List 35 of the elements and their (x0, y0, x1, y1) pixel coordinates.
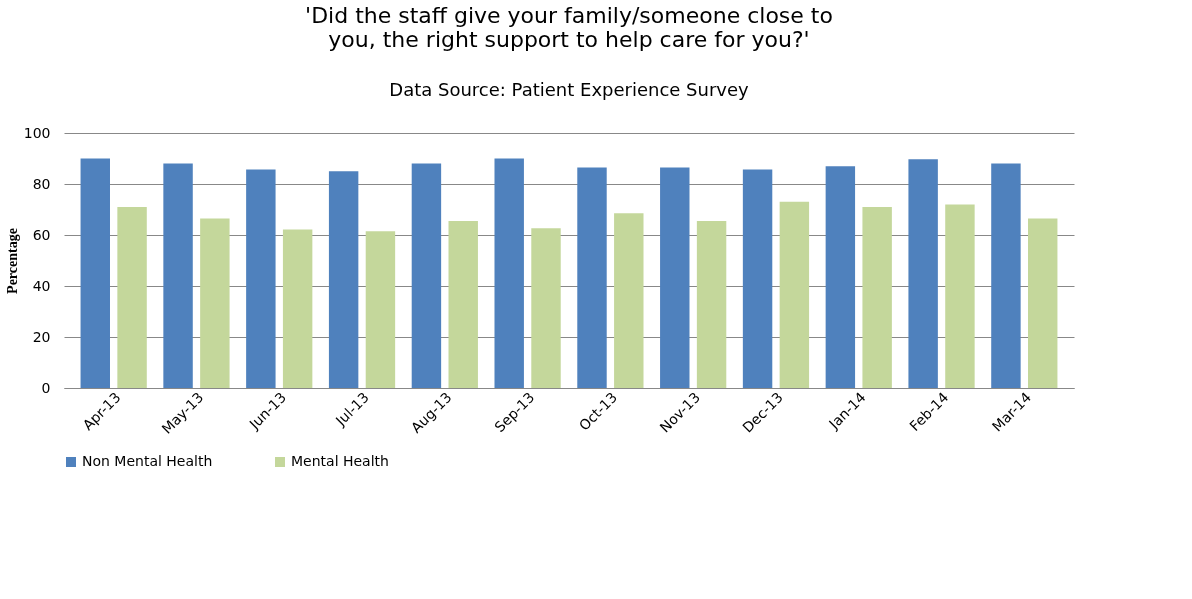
bar (945, 204, 975, 388)
legend-label: Mental Health (291, 453, 389, 469)
chart-subtitle: Data Source: Patient Experience Survey (389, 79, 750, 100)
bar (200, 218, 230, 388)
bar (328, 171, 359, 388)
bar (80, 158, 110, 388)
y-tick-label: 100 (23, 124, 51, 141)
bar (660, 167, 690, 388)
bar (494, 158, 524, 388)
bar (696, 220, 727, 388)
bar (411, 163, 442, 388)
y-axis-title: Percentage (4, 228, 20, 294)
bar (448, 220, 478, 388)
bar (991, 163, 1021, 388)
y-tick-label: 0 (41, 379, 51, 396)
bar (117, 206, 147, 388)
bar (742, 169, 773, 388)
bar (779, 201, 810, 388)
chart-title: 'Did the staff give your family/someone close to you, the right support to help care for you?' (305, 3, 833, 52)
bar (531, 228, 561, 388)
bar (614, 213, 644, 388)
legend-label: Non Mental Health (82, 453, 213, 469)
y-tick-label: 80 (32, 175, 51, 192)
bar (246, 169, 276, 388)
bar (862, 206, 892, 388)
bar (365, 231, 396, 388)
y-tick-label: 40 (32, 277, 51, 294)
bar (825, 166, 856, 388)
y-tick-label: 20 (32, 328, 51, 345)
bar (163, 163, 193, 388)
bar (282, 229, 313, 388)
bar (1028, 218, 1058, 388)
bar (908, 159, 938, 388)
bar (577, 167, 607, 388)
y-tick-label: 60 (32, 226, 51, 243)
